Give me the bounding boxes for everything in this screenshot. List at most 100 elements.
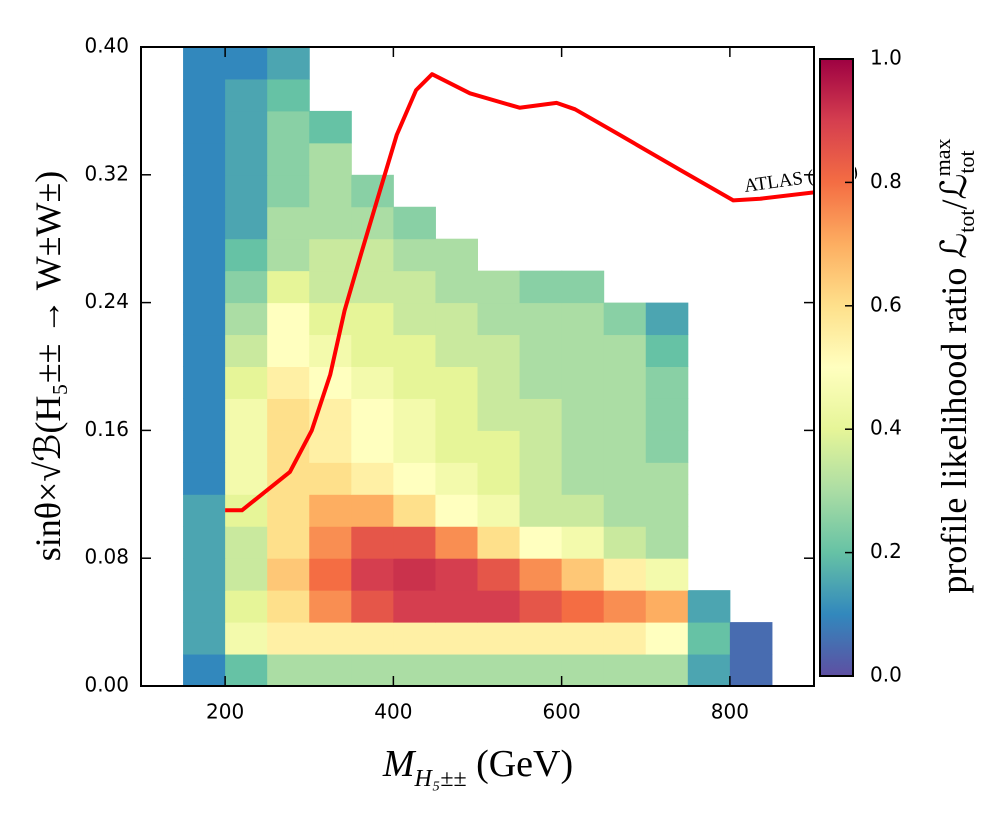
heatmap-cell [267,558,310,591]
heatmap-cell [687,654,731,686]
x-tick-label: 600 [543,700,581,724]
heatmap-cell [519,430,563,463]
heatmap-cell [183,430,226,463]
heatmap-cell [267,334,310,367]
y-tick-label: 0.24 [84,289,129,313]
heatmap-cell [393,622,436,655]
heatmap-cell [183,238,226,272]
heatmap-cell [225,78,268,112]
heatmap-cell [435,590,478,623]
x-label-unit: (GeV) [467,743,574,785]
heatmap-cell [561,270,605,304]
heatmap-cell [435,622,478,655]
heatmap-cell [183,462,226,495]
heatmap-cell [645,622,689,655]
heatmap-cell [183,174,226,208]
heatmap-cell [603,334,647,367]
heatmap-cell [561,366,605,399]
heatmap-cell [603,558,647,591]
heatmap-cell [225,526,268,559]
heatmap-cell [183,590,226,623]
cbar-label-sub: tot [954,209,979,232]
heatmap-cell [561,654,605,686]
heatmap-cell [183,334,226,367]
heatmap-cell [393,206,436,240]
heatmap-cell [645,494,689,527]
heatmap-cell [645,462,689,495]
heatmap-cell [393,366,436,399]
heatmap-cell [687,622,731,655]
heatmap-cell [435,270,478,304]
heatmap-cell [309,174,352,208]
overlay: ATLAS (2024)200 400 600 8000.000.080.160.24… [84,34,901,724]
cbar-label-sub: tot [954,150,979,173]
heatmap-cell [435,334,478,367]
heatmap-cell [225,110,268,144]
heatmap-cell [309,654,352,686]
heatmap-cell [183,302,226,336]
heatmap-cell [435,558,478,591]
heatmap-cell [183,270,226,304]
heatmap-cell [729,622,773,655]
plot-frame [140,46,815,687]
cbar-label-sup: max [930,138,955,176]
limit-line [225,72,814,513]
heatmap-cell [645,430,689,463]
y-tick-label: 0.16 [84,417,129,441]
heatmap-cell [309,270,352,304]
heatmap-cell [393,302,436,336]
heatmap-cell [519,590,563,623]
heatmap-cell [309,142,352,176]
heatmap-cell [225,142,268,176]
heatmap-cell [267,398,310,431]
heatmap-cell [309,430,352,463]
heatmap-cell [645,526,689,559]
heatmap-cell [309,494,352,527]
heatmap-cell [393,430,436,463]
heatmap-cell [561,398,605,431]
heatmap-cell [267,494,310,527]
heatmap-cell [561,302,605,336]
heatmap-cell [393,654,436,686]
heatmap-cell [603,302,647,336]
heatmap-cell [351,526,394,559]
heatmap-cell [351,622,394,655]
heatmap-cell [267,110,310,144]
heatmap-cell [645,590,689,623]
heatmap-cell [603,590,647,623]
heatmap-cell [477,526,521,559]
heatmap-cell [435,238,478,272]
heatmap-cell [309,206,352,240]
heatmap-cell [351,366,394,399]
heatmap-cell [435,430,478,463]
heatmap-cell [645,654,689,686]
x-tick-label: 800 [711,700,749,724]
heatmap-cell [309,462,352,495]
heatmap-cell [477,430,521,463]
heatmap-cell [183,110,226,144]
heatmap-cell [309,110,352,144]
heatmap-cell [351,558,394,591]
cbar-label-text: profile likelihood ratio ℒ [934,233,974,594]
heatmap-cell [183,47,226,80]
heatmap-cell [393,462,436,495]
colorbar-tick-label: 0.2 [870,539,902,563]
heatmap-cell [519,302,563,336]
heatmap-cell [309,558,352,591]
heatmap-cell [435,462,478,495]
heatmap-cell [267,270,310,304]
cbar-label-text: /ℒ [934,174,974,210]
heatmap-cell [561,430,605,463]
heatmap-cell [477,398,521,431]
y-tick-label: 0.00 [84,673,129,697]
heatmap-cell [393,334,436,367]
heatmap-cell [183,558,226,591]
heatmap-cell [225,366,268,399]
heatmap-cell [267,206,310,240]
heatmap-cell [183,526,226,559]
heatmap-cell [225,238,268,272]
heatmap-cell [477,270,521,304]
heatmap-cell [519,622,563,655]
heatmap-cell [309,238,352,272]
